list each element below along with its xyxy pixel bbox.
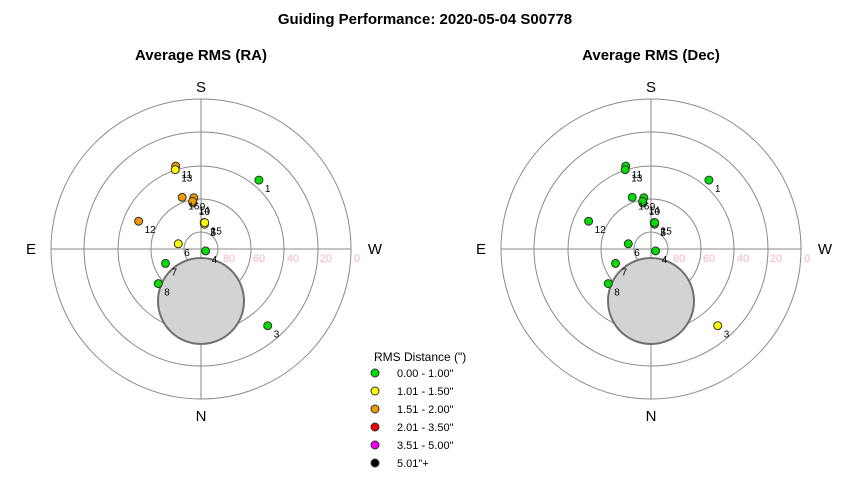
data-point-label: 10 — [199, 207, 211, 218]
compass-left-label: E — [26, 241, 36, 258]
ring-tick-label: 0 — [354, 253, 360, 265]
data-point — [584, 216, 594, 226]
data-point-label: 10 — [649, 207, 661, 218]
legend-title: RMS Distance (") — [374, 350, 466, 364]
data-point-label: 8 — [614, 288, 620, 299]
data-point-label: 15 — [211, 227, 223, 238]
data-point — [153, 279, 163, 289]
ring-tick-label: 40 — [287, 253, 299, 265]
legend-item-label: 1.51 - 2.00" — [397, 404, 454, 416]
plot-title: Average RMS (Dec) — [582, 47, 720, 64]
legend-swatch — [370, 368, 380, 378]
legend-item-label: 5.01"+ — [397, 458, 429, 470]
figure-title: Guiding Performance: 2020-05-04 S00778 — [278, 11, 572, 28]
plot-title: Average RMS (RA) — [135, 47, 267, 64]
ring-tick-label: 60 — [253, 253, 265, 265]
data-point — [177, 192, 187, 202]
legend-swatch — [370, 458, 380, 468]
legend-item-label: 2.01 - 3.50" — [397, 422, 454, 434]
data-point-label: 6 — [634, 248, 640, 259]
data-point — [611, 258, 620, 268]
data-point — [201, 246, 211, 256]
data-point — [620, 165, 630, 175]
data-point-label: 2 — [210, 227, 216, 238]
data-point-label: 15 — [661, 227, 673, 238]
obstruction-disc — [607, 257, 695, 345]
data-point-label: 4 — [662, 255, 668, 266]
data-point — [713, 321, 723, 331]
data-point — [704, 175, 714, 185]
data-point — [254, 175, 264, 185]
data-point-label: 3 — [274, 330, 280, 341]
data-point — [173, 239, 183, 249]
data-point-label: 6 — [184, 248, 190, 259]
legend-swatch — [370, 422, 380, 432]
data-point-label: 1 — [265, 184, 271, 195]
data-point — [623, 239, 633, 249]
data-point-label: 3 — [724, 330, 730, 341]
data-point-label: 2 — [660, 227, 666, 238]
data-point — [638, 196, 648, 206]
data-point — [263, 321, 273, 331]
legend-swatch — [370, 386, 380, 396]
data-point-label: 7 — [172, 267, 178, 278]
obstruction-disc — [157, 257, 245, 345]
legend: RMS Distance (") 0.00 - 1.00" 1.01 - 1.50… — [370, 350, 466, 470]
compass-bottom-label: N — [646, 408, 657, 425]
data-point — [627, 192, 637, 202]
legend-swatch — [370, 440, 380, 450]
data-point-label: 11 — [632, 170, 643, 181]
data-point-label: 4 — [212, 255, 218, 266]
data-point-label: 12 — [145, 225, 157, 236]
data-point — [188, 196, 198, 206]
data-point — [134, 216, 144, 226]
data-point-label: 14 — [649, 205, 661, 216]
compass-top-label: S — [646, 79, 656, 96]
data-point-label: 16 — [638, 201, 650, 212]
data-point — [170, 165, 180, 175]
data-point-label: 16 — [188, 201, 200, 212]
compass-bottom-label: N — [196, 408, 207, 425]
data-point-label: 12 — [595, 225, 607, 236]
ring-tick-label: 60 — [703, 253, 715, 265]
data-point-label: 1 — [715, 184, 721, 195]
data-point-label: 5 — [211, 228, 217, 239]
data-point — [651, 246, 661, 256]
data-point-label: 5 — [661, 228, 667, 239]
ring-tick-label: 20 — [770, 253, 782, 265]
compass-right-label: W — [368, 241, 383, 258]
ring-tick-label: 40 — [737, 253, 749, 265]
compass-top-label: S — [196, 79, 206, 96]
data-point-label: 9 — [200, 202, 206, 213]
ring-tick-label: 80 — [673, 253, 685, 265]
legend-swatch — [370, 404, 380, 414]
ring-tick-label: 80 — [223, 253, 235, 265]
data-point — [603, 279, 613, 289]
ring-tick-label: 0 — [804, 253, 810, 265]
data-point — [650, 218, 660, 228]
data-point-label: 13 — [631, 174, 643, 185]
data-point-label: 14 — [199, 205, 211, 216]
data-point-label: 8 — [164, 288, 170, 299]
compass-right-label: W — [818, 241, 833, 258]
data-point-label: 9 — [650, 202, 656, 213]
data-point-label: 7 — [622, 267, 628, 278]
data-point-label: 13 — [181, 174, 193, 185]
ring-tick-label: 20 — [320, 253, 332, 265]
compass-left-label: E — [476, 241, 486, 258]
data-point-label: 11 — [182, 170, 193, 181]
data-point — [161, 258, 170, 268]
legend-item-label: 3.51 - 5.00" — [397, 440, 454, 452]
data-point — [200, 218, 210, 228]
legend-item-label: 1.01 - 1.50" — [397, 386, 454, 398]
legend-item-label: 0.00 - 1.00" — [397, 368, 454, 380]
